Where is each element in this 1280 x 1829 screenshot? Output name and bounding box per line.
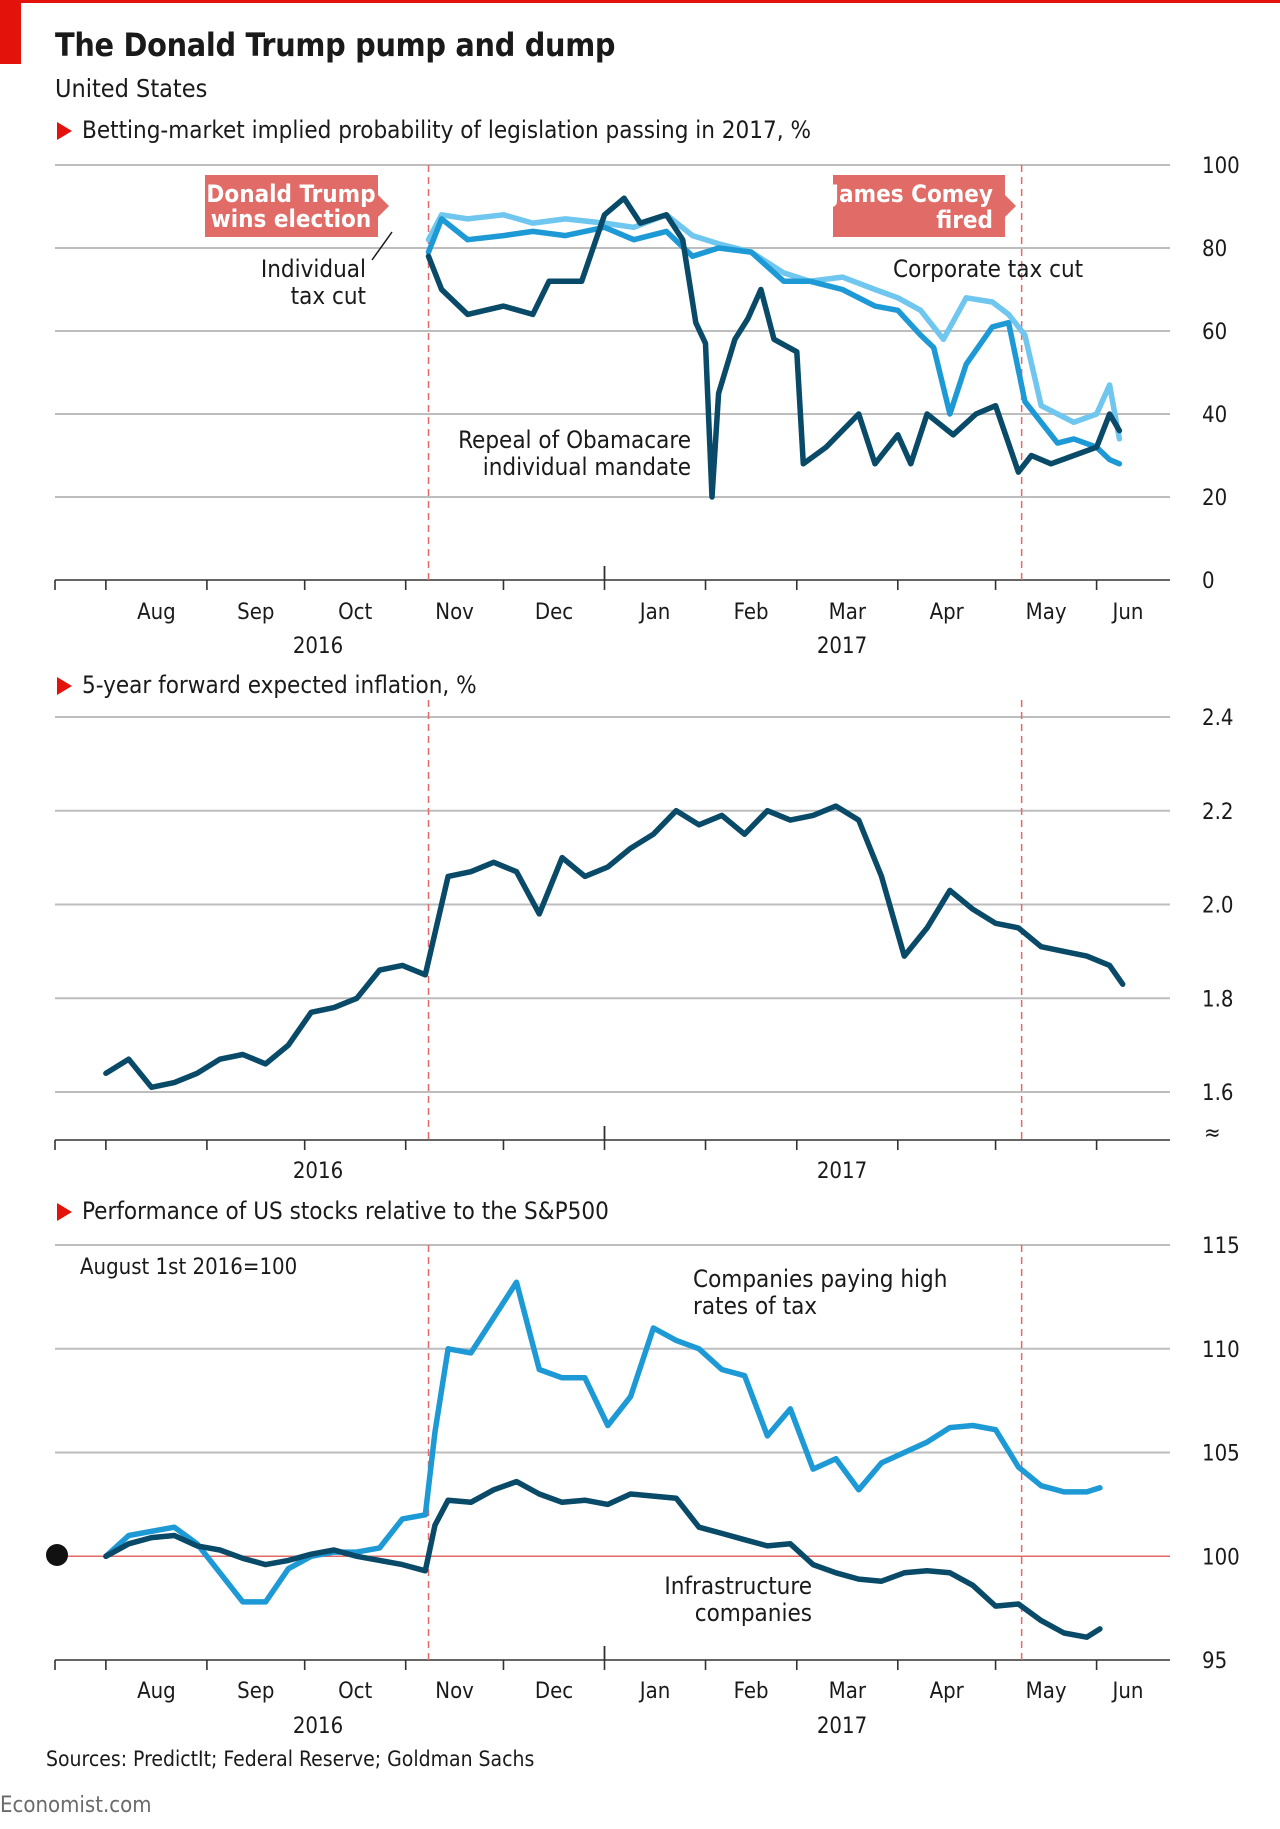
x-tick-label: Feb [734, 1679, 769, 1704]
x-tick-label: Apr [930, 1679, 965, 1704]
x-tick-label: Oct [338, 600, 372, 625]
index-note: August 1st 2016=100 [80, 1255, 297, 1280]
panel-1-title-text: Betting-market implied probability of le… [82, 116, 811, 144]
top-rule [0, 0, 1280, 3]
y-tick-label: 2.0 [1202, 894, 1233, 919]
y-tick-label: 100 [1202, 1545, 1240, 1570]
x-year-label: 2016 [293, 634, 343, 659]
event-label-line: Donald Trump [206, 180, 375, 208]
series-label: Infrastructure [664, 1572, 812, 1600]
event-pointer-icon [1005, 195, 1016, 217]
x-tick-label: Aug [137, 1679, 176, 1704]
series-label: Individual [261, 255, 366, 283]
x-tick-label: Mar [829, 600, 867, 625]
panel-1-title: Betting-market implied probability of le… [57, 116, 811, 144]
x-tick-label: May [1026, 1679, 1067, 1704]
x-tick-label: Jun [1111, 600, 1144, 625]
event-box-comey [833, 175, 1005, 237]
panel-2-title-text: 5-year forward expected inflation, % [82, 671, 477, 699]
x-tick-label: Aug [137, 600, 176, 625]
panel-2-title: 5-year forward expected inflation, % [57, 671, 477, 699]
chart-subtitle: United States [55, 74, 208, 103]
y-tick-label: 0 [1202, 569, 1215, 594]
x-year-label: 2017 [817, 1159, 867, 1184]
x-tick-label: Apr [930, 600, 965, 625]
series-label: companies [695, 1599, 812, 1627]
series-line-2-1 [103, 1478, 1103, 1640]
event-label-line: James Comey [829, 180, 993, 208]
event-label-line: wins election [211, 205, 372, 233]
y-tick-label: 1.6 [1202, 1081, 1233, 1106]
x-tick-label: Mar [829, 1679, 867, 1704]
x-year-label: 2017 [817, 634, 867, 659]
brand-tab [0, 0, 21, 64]
y-tick-label: 2.2 [1202, 800, 1233, 825]
x-tick-label: Nov [435, 1679, 474, 1704]
triangle-marker-icon [57, 1203, 72, 1221]
x-tick-label: Oct [338, 1679, 372, 1704]
event-label-line: fired [936, 206, 993, 234]
y-tick-label: 115 [1202, 1234, 1240, 1259]
y-tick-label: 80 [1202, 237, 1227, 262]
x-tick-label: Feb [734, 600, 769, 625]
y-tick-label: 2.4 [1202, 706, 1233, 731]
x-tick-label: May [1026, 600, 1067, 625]
x-tick-label: Jan [638, 1679, 671, 1704]
x-year-label: 2016 [293, 1714, 343, 1739]
series-line-0-1 [425, 216, 1123, 467]
event-pointer-icon [378, 195, 389, 217]
series-label: Repeal of Obamacare [458, 426, 691, 454]
series-label: rates of tax [693, 1292, 817, 1320]
y-tick-label: 60 [1202, 320, 1227, 345]
axis-break-icon: ≈ [1204, 1121, 1221, 1146]
chart-title: The Donald Trump pump and dump [55, 26, 616, 64]
y-tick-label: 100 [1202, 154, 1240, 179]
panel-3-title: Performance of US stocks relative to the… [57, 1197, 609, 1225]
label-leader-line [371, 231, 393, 261]
y-tick-label: 1.8 [1202, 987, 1233, 1012]
series-line-0-2 [425, 195, 1123, 500]
y-tick-label: 105 [1202, 1442, 1240, 1467]
y-tick-label: 40 [1202, 403, 1227, 428]
panel-3-title-text: Performance of US stocks relative to the… [82, 1197, 609, 1225]
x-tick-label: Dec [535, 1679, 573, 1704]
triangle-marker-icon [57, 677, 72, 695]
index-start-dot [46, 1544, 68, 1566]
series-line-1-0 [103, 803, 1126, 1091]
y-tick-label: 20 [1202, 486, 1227, 511]
y-tick-label: 110 [1202, 1338, 1240, 1363]
series-line-0-0 [425, 212, 1123, 442]
x-tick-label: Sep [237, 600, 274, 625]
series-label: individual mandate [483, 453, 691, 481]
x-tick-label: Sep [237, 1679, 274, 1704]
x-tick-label: Nov [435, 600, 474, 625]
y-tick-label: 95 [1202, 1649, 1227, 1674]
triangle-marker-icon [57, 122, 72, 140]
series-label: Corporate tax cut [893, 255, 1083, 283]
x-year-label: 2017 [817, 1714, 867, 1739]
x-tick-label: Jun [1111, 1679, 1144, 1704]
event-box-election [205, 175, 378, 237]
x-year-label: 2016 [293, 1159, 343, 1184]
x-tick-label: Dec [535, 600, 573, 625]
series-label: tax cut [291, 282, 366, 310]
brand-label: Economist.com [0, 1793, 152, 1818]
series-label: Companies paying high [693, 1265, 947, 1293]
source-note: Sources: PredictIt; Federal Reserve; Gol… [46, 1747, 535, 1771]
x-tick-label: Jan [638, 600, 671, 625]
series-line-2-0 [103, 1279, 1103, 1605]
